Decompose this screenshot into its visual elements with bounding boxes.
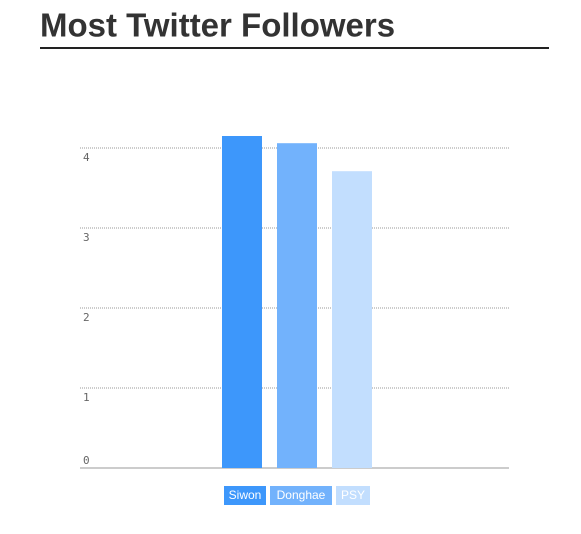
chart-title: Most Twitter Followers — [40, 7, 395, 44]
y-tick-label: 3 — [83, 231, 90, 244]
y-tick-label: 0 — [83, 454, 90, 467]
legend-label: PSY — [341, 488, 365, 502]
legend-label: Donghae — [277, 488, 326, 502]
legend-label: Siwon — [229, 488, 262, 502]
bar — [332, 171, 372, 468]
bar — [222, 136, 262, 468]
y-tick-label: 2 — [83, 311, 90, 324]
bar — [277, 143, 317, 468]
legend-swatch — [270, 486, 332, 505]
y-tick-label: 1 — [83, 391, 90, 404]
y-tick-label: 4 — [83, 151, 90, 164]
legend-swatch — [224, 486, 266, 505]
legend-swatch — [336, 486, 370, 505]
